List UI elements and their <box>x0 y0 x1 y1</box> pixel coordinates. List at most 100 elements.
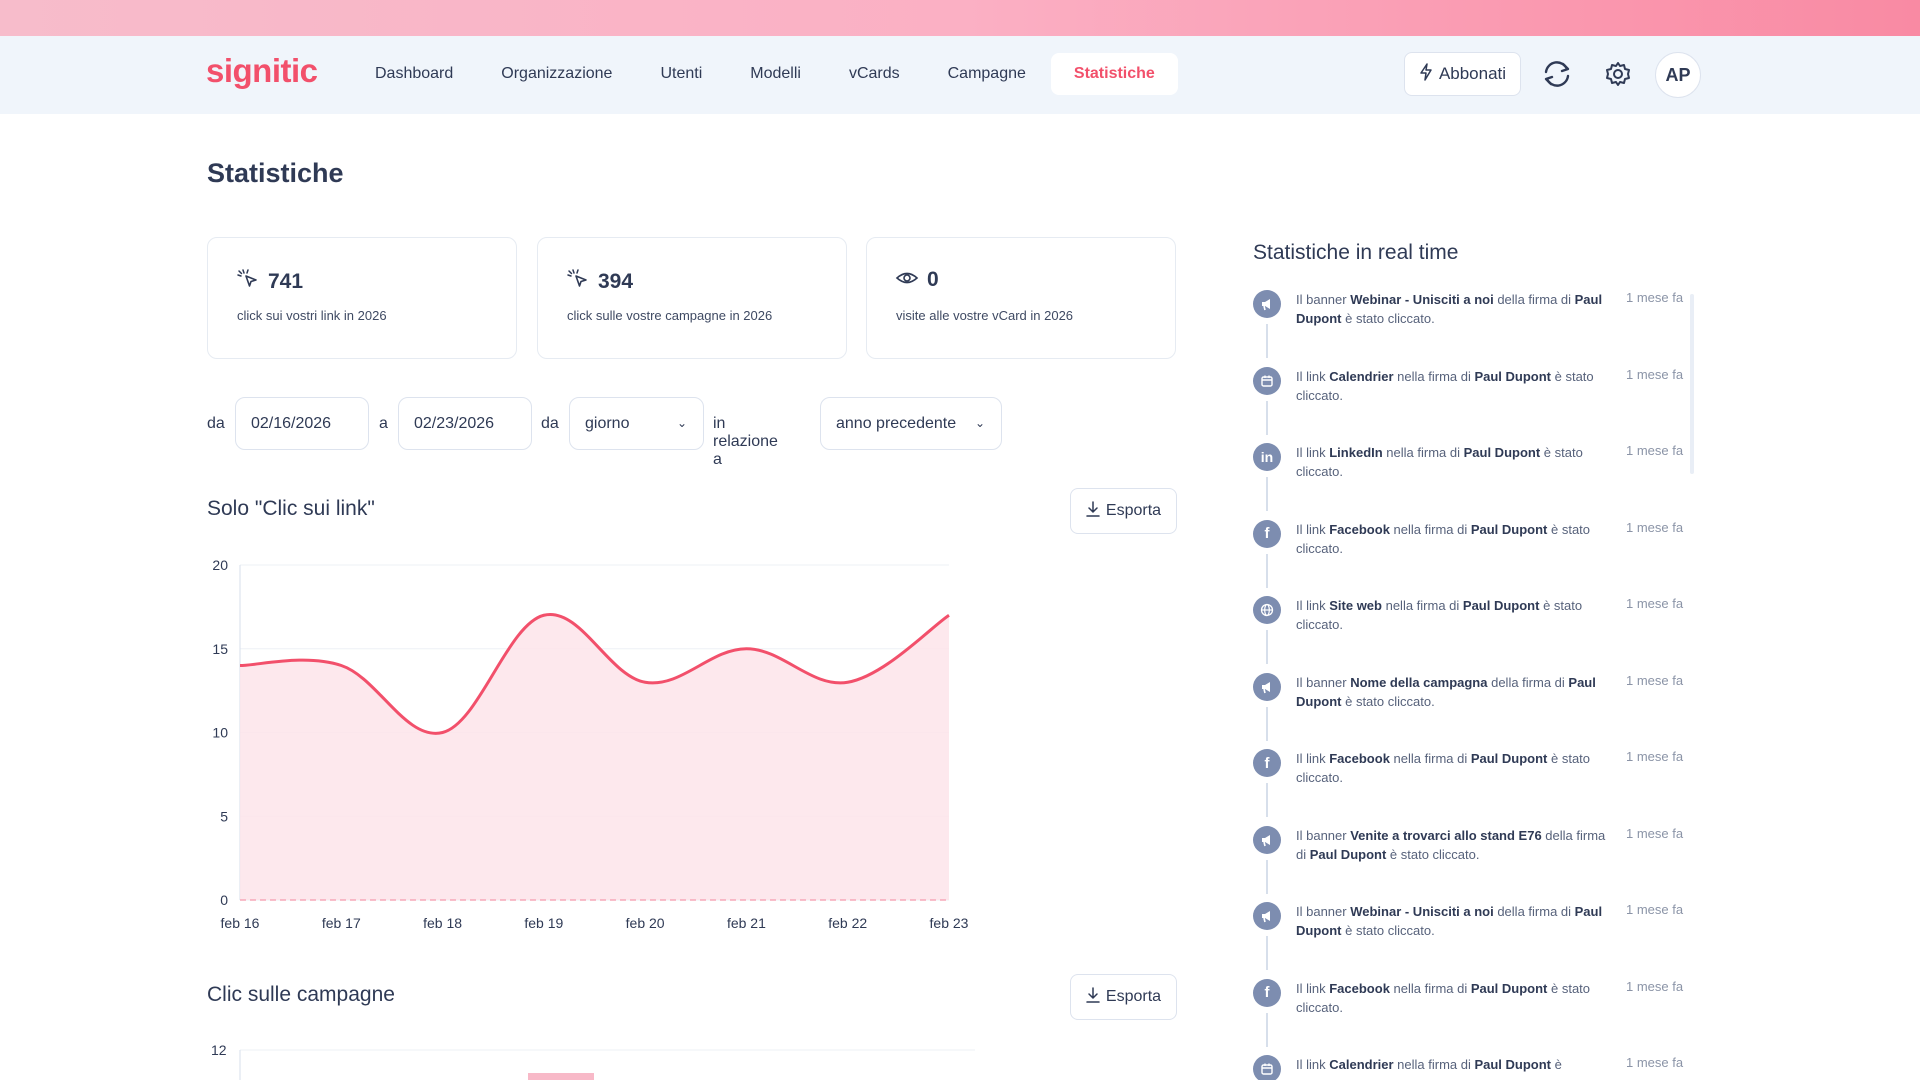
message-user-name: Paul Dupont <box>1309 846 1387 862</box>
message-user-name: Paul Dupont <box>1470 751 1548 766</box>
from-date-input[interactable]: 02/16/2026 <box>235 397 369 450</box>
realtime-message: Il link Calendrier nella firma di Paul D… <box>1296 1055 1611 1074</box>
realtime-message: Il link Facebook nella firma di Paul Dup… <box>1296 520 1611 558</box>
stat-value: 0 <box>927 268 939 291</box>
message-prefix: Il link <box>1296 598 1330 613</box>
nav-vcards[interactable]: vCards <box>848 65 900 82</box>
granularity-select[interactable]: giorno ⌄ <box>569 397 704 450</box>
realtime-item: in Il link LinkedIn nella firma di Paul D… <box>1253 443 1693 519</box>
download-icon <box>1086 986 1100 1008</box>
realtime-time: 1 mese fa <box>1626 672 1684 688</box>
realtime-time: 1 mese fa <box>1626 366 1684 382</box>
sync-icon[interactable] <box>1539 56 1575 92</box>
timeline-connector <box>1266 706 1268 741</box>
message-item-name: Nome della campagna <box>1350 674 1488 690</box>
message-prefix: Il link <box>1296 980 1330 996</box>
message-item-name: Facebook <box>1329 751 1390 766</box>
message-user-name: Paul Dupont <box>1296 674 1596 709</box>
message-item-name: Facebook <box>1329 980 1390 996</box>
nav-dashboard[interactable]: Dashboard <box>375 65 454 82</box>
realtime-time: 1 mese fa <box>1626 978 1684 994</box>
export-links-button[interactable]: Esporta <box>1070 488 1177 534</box>
message-middle: nella firma di <box>1393 1057 1475 1072</box>
message-suffix: è stato cliccato. <box>1341 923 1435 938</box>
message-item-name: Webinar - Unisciti a noi <box>1350 292 1494 307</box>
stat-card-vcards: 0 visite alle vostre vCard in 2026 <box>866 237 1176 359</box>
x-tick-label: feb 18 <box>423 915 462 931</box>
nav-organizzazione[interactable]: Organizzazione <box>501 65 613 82</box>
message-middle: della firma di <box>1493 292 1575 307</box>
x-tick-label: feb 17 <box>322 915 361 931</box>
nav-modelli[interactable]: Modelli <box>750 65 801 82</box>
subscribe-button[interactable]: Abbonati <box>1404 52 1521 96</box>
message-user-name: Paul Dupont <box>1474 368 1552 384</box>
message-suffix: è stato cliccato. <box>1296 598 1583 632</box>
message-item-name: Site web <box>1329 598 1382 613</box>
realtime-item: Il link Calendrier nella firma di Paul D… <box>1253 366 1693 443</box>
message-prefix: Il banner <box>1296 292 1351 307</box>
nav-statistiche[interactable]: Statistiche <box>1050 53 1178 95</box>
message-prefix: Il banner <box>1296 674 1351 690</box>
message-prefix: Il link <box>1296 368 1330 384</box>
timeline-connector <box>1266 783 1268 817</box>
calendar-icon <box>1253 366 1281 395</box>
chevron-down-icon: ⌄ <box>974 416 985 430</box>
export-campaigns-button[interactable]: Esporta <box>1070 974 1177 1020</box>
chevron-down-icon: ⌄ <box>676 416 687 430</box>
gear-icon[interactable] <box>1600 56 1636 92</box>
realtime-message: Il banner Venite a trovarci allo stand E… <box>1296 826 1611 864</box>
granularity-label: da <box>541 415 559 432</box>
to-label: a <box>379 415 388 432</box>
realtime-item: f Il link Facebook nella firma di Paul Du… <box>1253 749 1693 825</box>
realtime-time: 1 mese fa <box>1626 825 1684 841</box>
message-middle: nella firma di <box>1389 521 1471 537</box>
lightning-icon <box>1419 62 1433 86</box>
compare-value: anno precedente <box>836 415 957 432</box>
stat-card-links: 741 click sui vostri link in 2026 <box>207 237 517 359</box>
stat-card-campaigns: 394 click sulle vostre campagne in 2026 <box>537 237 847 359</box>
nav-utenti[interactable]: Utenti <box>660 65 703 82</box>
nav-campagne[interactable]: Campagne <box>947 65 1026 82</box>
click-icon <box>566 268 590 295</box>
calendar-icon <box>1253 1055 1281 1080</box>
realtime-time: 1 mese fa <box>1626 1055 1684 1070</box>
realtime-item: Il banner Webinar - Unisciti a noi della… <box>1253 290 1693 366</box>
message-user-name: Paul Dupont <box>1474 1057 1552 1072</box>
user-avatar[interactable]: AP <box>1655 52 1701 98</box>
app-header: signitic Dashboard Organizzazione Utenti… <box>0 36 1920 114</box>
megaphone-icon <box>1253 825 1281 854</box>
message-user-name: Paul Dupont <box>1296 904 1603 938</box>
y-tick-label: 15 <box>212 641 228 657</box>
message-middle: della firma di <box>1493 904 1575 919</box>
message-user-name: Paul Dupont <box>1296 292 1603 326</box>
linkedin-icon: in <box>1253 443 1281 471</box>
realtime-scrollbar[interactable] <box>1690 294 1694 474</box>
message-suffix: è stato cliccato. <box>1341 693 1435 709</box>
chart-area-fill <box>240 614 949 900</box>
message-middle: nella firma di <box>1389 980 1471 996</box>
signitic-logo[interactable]: signitic <box>206 52 318 89</box>
realtime-message: Il banner Nome della campagna della firm… <box>1296 673 1611 711</box>
message-suffix: è stato cliccato. <box>1386 846 1480 862</box>
campaigns-bar-chart: 12 <box>211 1042 975 1080</box>
message-prefix: Il link <box>1296 521 1330 537</box>
y-tick-label: 10 <box>212 725 228 741</box>
message-suffix: è stato cliccato. <box>1341 311 1435 326</box>
to-date-input[interactable]: 02/23/2026 <box>398 397 532 450</box>
realtime-message: Il link Facebook nella firma di Paul Dup… <box>1296 979 1611 1017</box>
realtime-time: 1 mese fa <box>1626 290 1684 305</box>
message-suffix: è stato cliccato. <box>1296 521 1591 556</box>
message-middle: nella firma di <box>1393 368 1475 384</box>
message-user-name: Paul Dupont <box>1470 980 1548 996</box>
megaphone-icon <box>1253 902 1281 930</box>
facebook-icon: f <box>1253 978 1281 1007</box>
realtime-message: Il link Facebook nella firma di Paul Dup… <box>1296 749 1611 787</box>
x-tick-label: feb 22 <box>828 915 867 931</box>
timeline-connector <box>1266 936 1268 970</box>
x-tick-label: feb 19 <box>524 915 563 931</box>
realtime-time: 1 mese fa <box>1626 596 1684 611</box>
realtime-time: 1 mese fa <box>1626 902 1684 917</box>
compare-select[interactable]: anno precedente ⌄ <box>820 397 1002 450</box>
chart-series-line <box>239 613 950 735</box>
y-tick-label: 20 <box>212 557 228 573</box>
